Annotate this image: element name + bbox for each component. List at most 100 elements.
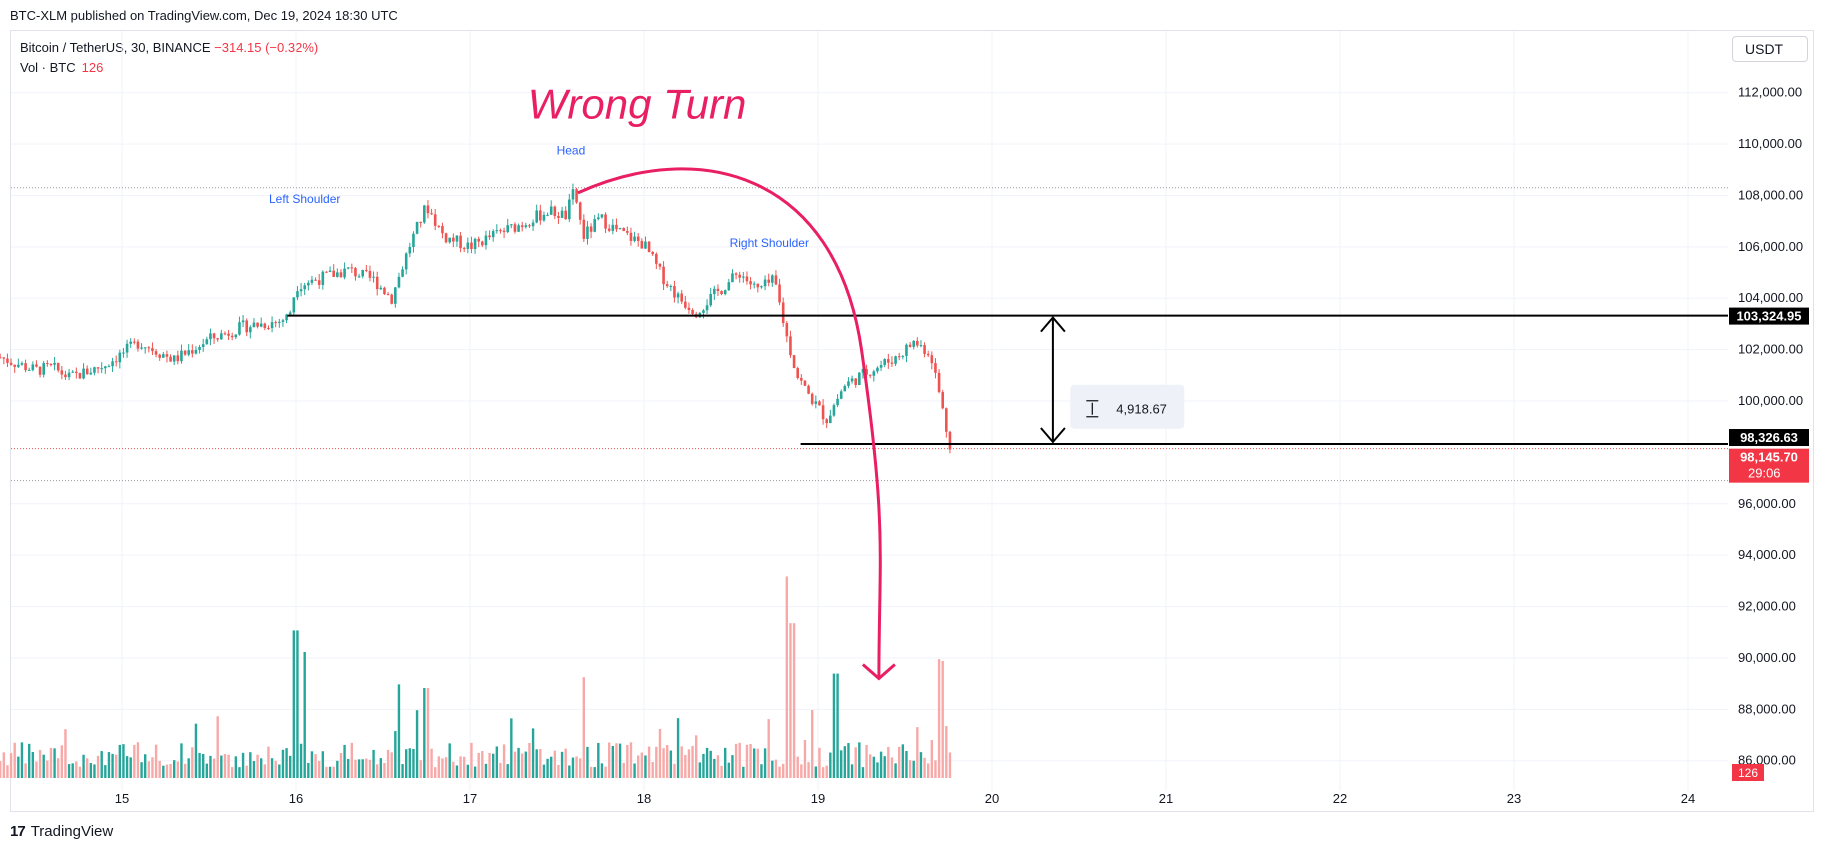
candle-body	[615, 224, 618, 230]
candle-body	[288, 312, 292, 315]
candle-body	[375, 276, 379, 290]
candle-body	[502, 230, 506, 233]
candle-body	[38, 366, 42, 375]
candle-body	[274, 322, 277, 324]
candle-body	[100, 368, 103, 370]
candle-body	[82, 368, 85, 379]
volume-bar	[618, 743, 622, 778]
candle-body	[143, 347, 147, 349]
volume-bar	[608, 742, 611, 778]
tradingview-logo-icon: 17	[10, 823, 26, 840]
candle-body	[13, 364, 16, 367]
volume-bar	[46, 760, 49, 778]
candle-body	[680, 293, 683, 302]
brand-name: TradingView	[30, 823, 114, 840]
candle-body	[111, 361, 114, 367]
volume-bar	[158, 760, 161, 778]
chart-grid	[11, 31, 1728, 791]
volume-bar	[78, 766, 82, 778]
footer-brand[interactable]: 17 TradingView	[10, 823, 113, 840]
candle-body	[404, 253, 408, 270]
volume-bar	[727, 762, 731, 778]
candle-body	[9, 362, 13, 365]
volume-bar	[644, 755, 647, 778]
candle-body	[568, 199, 571, 220]
candle-body	[158, 354, 161, 358]
volume-bar	[299, 743, 303, 778]
volume-bar	[473, 766, 477, 778]
volume-bar	[245, 765, 248, 778]
volume-bar	[778, 766, 781, 778]
volume-bar	[401, 764, 404, 778]
volume-bar	[524, 751, 528, 778]
volume-bar	[575, 756, 578, 778]
volume-bar	[499, 762, 502, 778]
candle-body	[941, 392, 944, 409]
candle-body	[481, 241, 484, 246]
volume-bar	[847, 743, 850, 778]
candle-body	[256, 322, 259, 327]
volume-bar	[611, 745, 615, 778]
volume-bar	[169, 763, 172, 778]
candle-body	[705, 305, 709, 311]
candle-body	[850, 378, 854, 382]
candle-body	[658, 263, 662, 267]
measure-value: 4,918.67	[1116, 402, 1167, 417]
volume-bar	[872, 756, 876, 778]
candle-body	[85, 368, 89, 375]
candle-body	[230, 335, 234, 338]
candle-body	[517, 225, 520, 232]
wrong-turn-arrow	[577, 167, 882, 679]
candle-body	[781, 302, 785, 324]
price-change: −314.15 (−0.32%)	[214, 40, 319, 55]
candle-body	[760, 286, 763, 288]
volume-bar	[774, 759, 778, 778]
candle-body	[245, 320, 248, 333]
volume-bar	[495, 746, 499, 778]
candle-body	[343, 268, 346, 278]
volume-bar	[368, 759, 372, 778]
volume-bar	[760, 764, 763, 778]
volume-bar	[528, 742, 531, 778]
candle-body	[154, 351, 158, 355]
candle-body	[296, 291, 299, 298]
neckline-price-tag: 103,324.95	[1736, 309, 1801, 324]
volume-bar	[832, 673, 836, 778]
candle-body	[259, 323, 263, 327]
volume-line[interactable]: Vol · BTC 126	[20, 58, 318, 78]
candle-body	[278, 321, 281, 323]
volume-tag-bg	[1732, 764, 1764, 781]
volume-bar	[336, 760, 339, 778]
symbol-line[interactable]: Bitcoin / TetherUS, 30, BINANCE −314.15 …	[20, 38, 318, 58]
volume-bar	[637, 755, 640, 778]
volume-bar	[252, 761, 256, 778]
volume-bar	[144, 754, 147, 778]
volume-bar	[223, 754, 227, 778]
volume-bar	[705, 747, 709, 778]
candle-body	[604, 214, 607, 229]
candle-body	[20, 363, 24, 365]
candle-body	[53, 362, 56, 365]
candle-body	[528, 225, 531, 227]
x-tick-label: 19	[811, 791, 825, 806]
candle-body	[140, 347, 143, 349]
currency-button[interactable]: USDT	[1732, 36, 1808, 62]
volume-bar	[811, 710, 814, 778]
symbol-name: Bitcoin / TetherUS, 30, BINANCE	[20, 40, 211, 55]
volume-bar	[731, 755, 734, 778]
candle-body	[593, 219, 596, 232]
volume-tag: 126	[1738, 766, 1758, 780]
volume-bar	[796, 756, 799, 778]
volume-bar	[31, 752, 35, 778]
volume-bar	[858, 742, 861, 778]
publish-info: BTC-XLM published on TradingView.com, De…	[10, 8, 398, 23]
candle-body	[792, 355, 796, 369]
volume-bar	[792, 623, 796, 778]
volume-bar	[310, 751, 314, 778]
candle-body	[586, 226, 589, 239]
candle-body	[553, 206, 557, 217]
candle-body	[640, 240, 644, 249]
volume-bar	[281, 749, 285, 778]
volume-bar	[42, 754, 45, 778]
